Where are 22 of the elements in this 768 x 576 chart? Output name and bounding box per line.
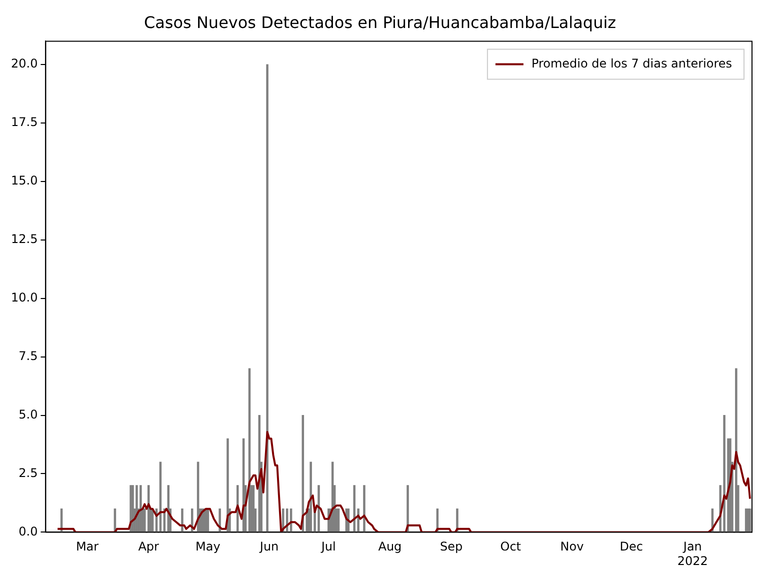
x-tick-label: Jul [320, 540, 336, 554]
x-tick-label: Jun [258, 540, 279, 554]
y-tick-label: 12.5 [11, 232, 38, 246]
x-tick-label: May [196, 540, 220, 554]
x-tick-label: Mar [76, 540, 99, 554]
x-tick-label: Dec [620, 540, 643, 554]
chart-title: Casos Nuevos Detectados en Piura/Huancabamba/Lalaquiz [144, 12, 616, 32]
x-tick-label: Jan 2022 [677, 540, 708, 568]
legend-label: Promedio de los 7 dias anteriores [531, 56, 732, 70]
y-tick-label: 10.0 [11, 290, 38, 305]
x-tick-label: Aug [378, 540, 402, 554]
y-tick-label: 5.0 [18, 407, 38, 422]
y-tick-label: 2.5 [18, 466, 38, 480]
y-tick-label: 20.0 [11, 56, 38, 71]
y-tick-label: 7.5 [18, 348, 38, 363]
y-tick-label: 0.0 [18, 524, 38, 538]
y-tick-label: 17.5 [11, 115, 38, 130]
x-tick-label: Sep [440, 540, 463, 554]
y-tick-label: 15.0 [11, 174, 38, 188]
x-tick-label: Apr [138, 540, 160, 554]
x-tick-label: Nov [560, 540, 584, 554]
x-tick-label: Oct [500, 540, 522, 554]
